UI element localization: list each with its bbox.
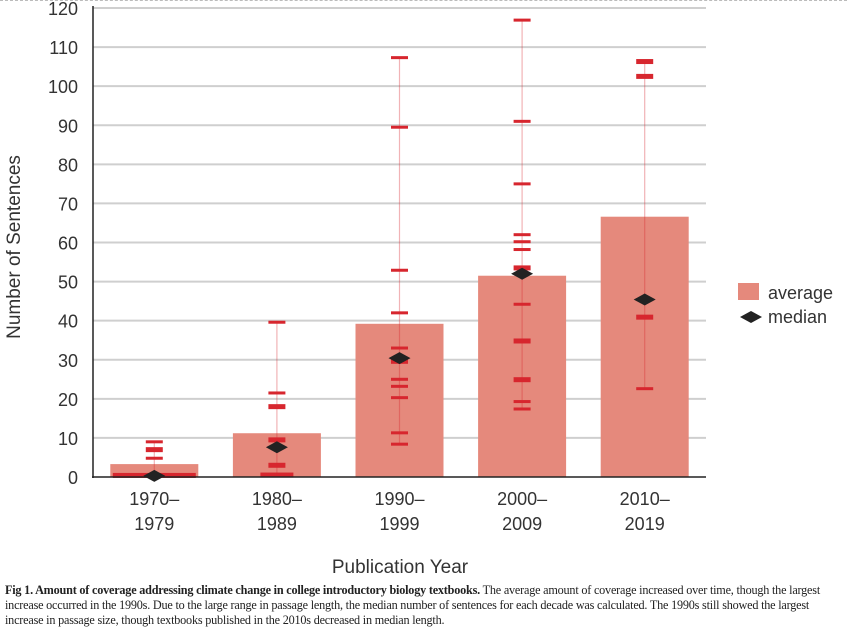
y-tick-label: 90: [58, 116, 78, 136]
x-tick-label: 1979: [134, 514, 174, 534]
data-point: [636, 387, 654, 391]
data-point: [260, 472, 294, 478]
y-tick-label: 70: [58, 194, 78, 214]
average-bar: [478, 275, 567, 477]
x-tick-label: 1990–: [374, 489, 424, 509]
figure-caption: Fig 1. Amount of coverage addressing cli…: [5, 583, 845, 628]
data-point: [513, 407, 531, 411]
data-point: [513, 400, 531, 404]
data-point: [391, 125, 408, 129]
data-point: [513, 248, 531, 252]
data-point: [513, 233, 531, 237]
data-point: [391, 431, 408, 435]
data-point: [391, 56, 408, 60]
data-point: [145, 440, 163, 444]
median-marker: [388, 352, 411, 365]
x-tick-label: 1999: [379, 514, 419, 534]
median-marker: [265, 441, 288, 454]
x-tick-label: 1989: [257, 514, 297, 534]
data-point: [268, 320, 286, 324]
data-point: [391, 442, 408, 446]
median-marker: [511, 267, 534, 280]
y-tick-label: 80: [58, 155, 78, 175]
data-point: [513, 338, 531, 344]
caption-text: The average amount of coverage increased…: [5, 583, 820, 627]
data-point: [391, 377, 408, 381]
y-tick-label: 20: [58, 390, 78, 410]
x-tick-label: 2000–: [497, 489, 547, 509]
caption-label: Fig 1. Amount of coverage addressing cli…: [5, 583, 480, 597]
legend-average-swatch: [738, 283, 759, 300]
median-marker: [633, 293, 656, 306]
x-tick-label: 1980–: [252, 489, 302, 509]
data-point: [268, 437, 286, 443]
data-point: [513, 18, 531, 22]
y-tick-label: 10: [58, 429, 78, 449]
data-point: [391, 268, 408, 272]
data-point: [268, 404, 286, 410]
y-tick-label: 100: [48, 77, 78, 97]
data-point: [513, 240, 531, 244]
data-point: [391, 311, 408, 315]
y-tick-label: 120: [48, 0, 78, 19]
data-point: [391, 384, 408, 388]
data-point: [636, 73, 654, 79]
data-point: [513, 377, 531, 383]
y-tick-label: 50: [58, 273, 78, 293]
average-bar: [600, 216, 689, 477]
page-top-border: [0, 0, 847, 1]
data-point: [145, 447, 163, 453]
data-point: [513, 119, 531, 123]
data-point: [636, 314, 654, 320]
data-point: [145, 456, 163, 460]
data-point: [513, 302, 531, 306]
x-tick-label: 2010–: [620, 489, 670, 509]
data-point: [268, 391, 286, 395]
x-tick-label: 1970–: [129, 489, 179, 509]
x-tick-label: 2019: [625, 514, 665, 534]
y-axis-title: Number of Sentences: [4, 155, 25, 339]
chart: 0 10 20 30 40 50 60 70 80 90 100 110 120 1970– 1979 198…: [4, 0, 833, 578]
y-tick-label: 40: [58, 312, 78, 332]
y-tick-label: 110: [49, 38, 78, 58]
median-marker: [143, 469, 166, 482]
data-point: [268, 462, 286, 468]
data-point: [636, 59, 654, 65]
data-point: [513, 182, 531, 186]
x-tick-label: 2009: [502, 514, 542, 534]
data-point: [391, 396, 408, 400]
data-point: [391, 346, 408, 350]
y-tick-label: 0: [68, 468, 78, 488]
y-tick-label: 60: [58, 234, 78, 254]
legend-median-label: median: [768, 307, 827, 327]
legend-average-label: average: [768, 283, 833, 303]
y-tick-label: 30: [58, 351, 78, 371]
x-axis-title: Publication Year: [332, 557, 469, 578]
legend-median-icon: [740, 311, 762, 323]
